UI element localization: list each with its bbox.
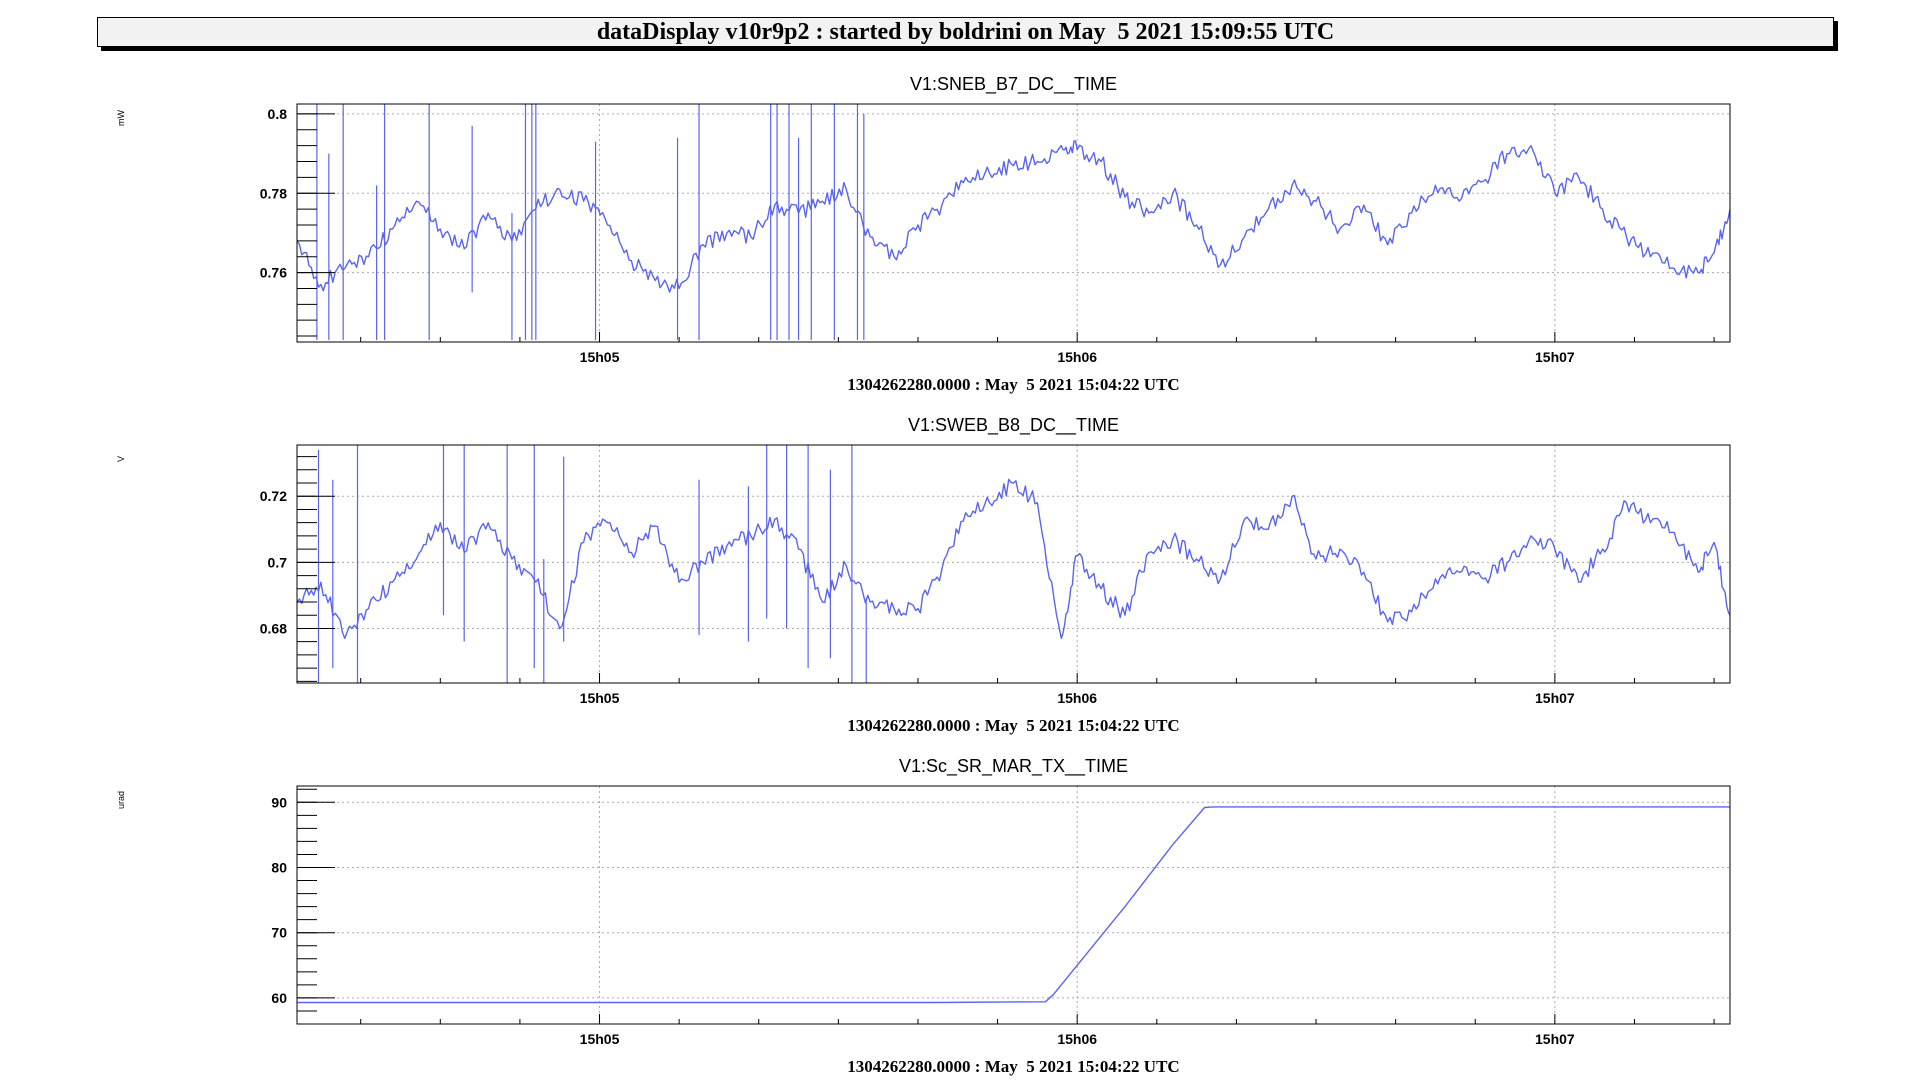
x-axis-label: 1304262280.0000 : May 5 2021 15:04:22 UT… <box>847 375 1179 394</box>
y-axis-unit: V <box>116 456 126 462</box>
y-axis-unit: mW <box>116 110 126 126</box>
chart-title: V1:SNEB_B7_DC__TIME <box>910 74 1117 95</box>
series-line <box>297 140 1730 293</box>
data-area <box>297 104 1730 341</box>
chart-panel-1: V1:SNEB_B7_DC__TIME mW 0.76 0.78 0.8 15h05 15h… <box>116 74 1731 394</box>
window-title: dataDisplay v10r9p2 : started by boldrin… <box>596 18 1335 45</box>
chart-panel-2: V1:SWEB_B8_DC__TIME V 0.68 0.7 0.72 15h05 15h0… <box>116 415 1731 735</box>
x-tick-label: 15h05 <box>580 1031 620 1047</box>
x-tick-label: 15h07 <box>1535 349 1575 365</box>
series-line <box>297 806 1730 1004</box>
y-axis-unit: urad <box>116 791 126 809</box>
x-tick-label: 15h05 <box>580 690 620 706</box>
x-tick-label: 15h06 <box>1057 690 1097 706</box>
y-tick-label: 0.7 <box>268 554 288 570</box>
x-axis-label: 1304262280.0000 : May 5 2021 15:04:22 UT… <box>847 1057 1179 1076</box>
plot-frame <box>296 444 1731 684</box>
series-line <box>297 478 1730 640</box>
data-area <box>297 806 1730 1004</box>
plot-frame <box>296 785 1731 1025</box>
y-tick-label: 90 <box>271 794 287 810</box>
y-tick-label: 0.68 <box>260 620 287 636</box>
grid <box>297 445 1730 683</box>
grid <box>297 786 1730 1024</box>
y-tick-label: 80 <box>271 860 287 876</box>
y-tick-label: 0.78 <box>260 185 287 201</box>
x-axis-label: 1304262280.0000 : May 5 2021 15:04:22 UT… <box>847 716 1179 735</box>
chart-title: V1:Sc_SR_MAR_TX__TIME <box>899 756 1128 777</box>
x-tick-label: 15h06 <box>1057 349 1097 365</box>
x-tick-label: 15h07 <box>1535 1031 1575 1047</box>
grid <box>297 104 1730 342</box>
x-tick-label: 15h07 <box>1535 690 1575 706</box>
y-tick-label: 0.72 <box>260 488 287 504</box>
y-tick-label: 70 <box>271 925 287 941</box>
x-tick-label: 15h06 <box>1057 1031 1097 1047</box>
data-area <box>297 445 1730 683</box>
y-tick-label: 0.76 <box>260 265 287 281</box>
y-tick-label: 0.8 <box>268 106 288 122</box>
y-tick-label: 60 <box>271 990 287 1006</box>
plot-frame <box>296 103 1731 343</box>
title-bar: dataDisplay v10r9p2 : started by boldrin… <box>97 17 1834 47</box>
x-tick-label: 15h05 <box>580 349 620 365</box>
chart-title: V1:SWEB_B8_DC__TIME <box>908 415 1119 436</box>
